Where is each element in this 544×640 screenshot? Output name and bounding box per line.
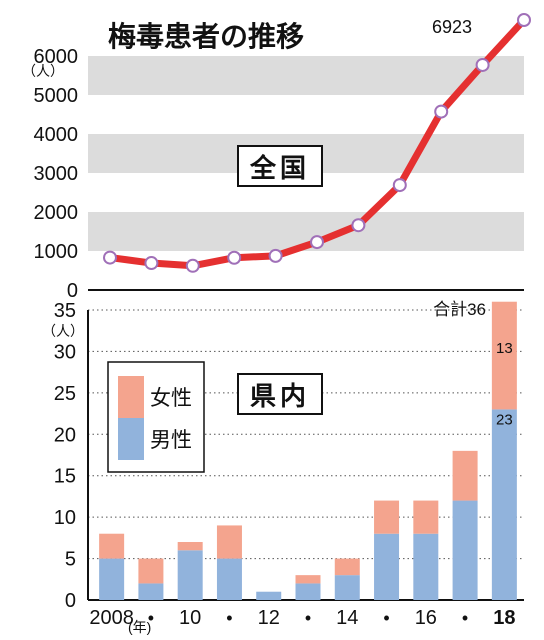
y-tick-label: 6000 bbox=[34, 46, 79, 68]
data-point-2008 bbox=[103, 250, 117, 265]
bar-female-2018 bbox=[491, 301, 517, 410]
y-unit-label: （人） bbox=[22, 63, 64, 79]
bar-male-2014 bbox=[334, 575, 360, 600]
y-tick-label: 10 bbox=[54, 507, 76, 529]
panel-label-box: 全国 bbox=[237, 145, 323, 187]
x-tick-label: 18 bbox=[493, 607, 515, 629]
x-axis-ticks: 2008 • 10 • 12 • 14 • 16 • 18 bbox=[89, 607, 515, 629]
bar-male-2013 bbox=[295, 583, 321, 600]
x-tick-label: • bbox=[305, 608, 311, 628]
x-tick-label: 10 bbox=[179, 607, 201, 629]
y-tick-label: 0 bbox=[67, 280, 78, 302]
data-point-2010 bbox=[185, 258, 200, 273]
x-tick-label: 14 bbox=[336, 607, 358, 629]
y-tick-label: 20 bbox=[54, 424, 76, 446]
legend: 女性 男性 bbox=[107, 361, 205, 473]
end-value-label: 6923 bbox=[432, 17, 472, 37]
bar-male-2008 bbox=[99, 558, 125, 600]
data-point-2017 bbox=[475, 57, 490, 72]
background-band-2 bbox=[88, 56, 524, 95]
x-tick-label: 2008 bbox=[89, 607, 134, 629]
data-point-2018 bbox=[517, 13, 531, 28]
bar-male-2011 bbox=[216, 558, 242, 600]
bar-male-2009 bbox=[138, 583, 164, 600]
legend-swatch-male bbox=[118, 418, 144, 460]
panel-label: 全国 bbox=[249, 153, 310, 184]
bar-female-2011 bbox=[216, 525, 242, 559]
y-tick-label: 5 bbox=[65, 549, 76, 571]
x-tick-label: 12 bbox=[258, 607, 280, 629]
data-point-2014 bbox=[351, 218, 366, 233]
data-point-2016 bbox=[434, 104, 449, 119]
y-axis-ticks: 0 5 10 15 20 25 30 35 bbox=[54, 300, 76, 612]
bar-male-2017 bbox=[452, 500, 478, 600]
data-point-2013 bbox=[310, 235, 324, 250]
bar-male-2015 bbox=[374, 533, 400, 600]
y-tick-label: 4000 bbox=[34, 124, 79, 146]
data-point-2015 bbox=[392, 178, 407, 193]
stacked-bars bbox=[99, 301, 517, 600]
bar-female-2016 bbox=[413, 500, 439, 534]
y-tick-label: 5000 bbox=[34, 85, 79, 107]
bar-female-2008 bbox=[99, 533, 125, 559]
bar-female-2015 bbox=[374, 500, 400, 534]
legend-label-male: 男性 bbox=[150, 429, 192, 452]
bar-female-2013 bbox=[295, 575, 321, 584]
prefecture-panel: 0 5 10 15 20 25 30 35 （人） 2008 • 10 • 12 • 14 • 16 • 18 (… bbox=[42, 300, 524, 635]
data-point-2009 bbox=[144, 256, 159, 271]
chart-title: 梅毒患者の推移 bbox=[108, 20, 304, 53]
x-tick-label: • bbox=[462, 608, 468, 628]
total-label: 合計36 bbox=[433, 300, 486, 319]
y-unit-label: （人） bbox=[42, 323, 84, 339]
legend-label-female: 女性 bbox=[150, 387, 192, 410]
national-series bbox=[103, 13, 531, 273]
y-tick-label: 3000 bbox=[34, 163, 79, 185]
y-tick-label: 0 bbox=[65, 590, 76, 612]
x-unit-label: (年) bbox=[128, 619, 151, 635]
bar-value-label-male-2018: 23 bbox=[496, 411, 513, 428]
bar-female-2014 bbox=[334, 558, 360, 576]
bar-male-2012 bbox=[256, 591, 282, 600]
bar-female-2009 bbox=[138, 558, 164, 584]
data-point-2011 bbox=[227, 250, 242, 265]
x-tick-label: 16 bbox=[415, 607, 437, 629]
bar-female-2017 bbox=[452, 450, 478, 501]
bar-male-2010 bbox=[177, 550, 203, 600]
bar-male-2016 bbox=[413, 533, 439, 600]
x-tick-label: • bbox=[383, 608, 389, 628]
y-tick-label: 25 bbox=[54, 383, 76, 405]
y-tick-label: 35 bbox=[54, 300, 76, 322]
y-tick-label: 30 bbox=[54, 341, 76, 363]
y-axis-ticks: 0 1000 2000 3000 4000 5000 6000 bbox=[34, 46, 79, 302]
panel-label-box: 県内 bbox=[237, 373, 323, 415]
bar-male-2018 bbox=[491, 409, 517, 600]
bar-female-2010 bbox=[177, 542, 203, 551]
national-panel: 0 1000 2000 3000 4000 5000 6000 （人） 全国 6923 bbox=[22, 13, 531, 302]
legend-swatch-female bbox=[118, 376, 144, 418]
panel-label: 県内 bbox=[250, 382, 310, 412]
y-tick-label: 2000 bbox=[34, 202, 79, 224]
y-tick-label: 15 bbox=[54, 466, 76, 488]
y-tick-label: 1000 bbox=[34, 241, 79, 263]
data-point-2012 bbox=[268, 248, 283, 263]
x-tick-label: • bbox=[148, 608, 154, 628]
x-tick-label: • bbox=[226, 608, 232, 628]
bar-value-label-female-2018: 13 bbox=[496, 340, 513, 357]
